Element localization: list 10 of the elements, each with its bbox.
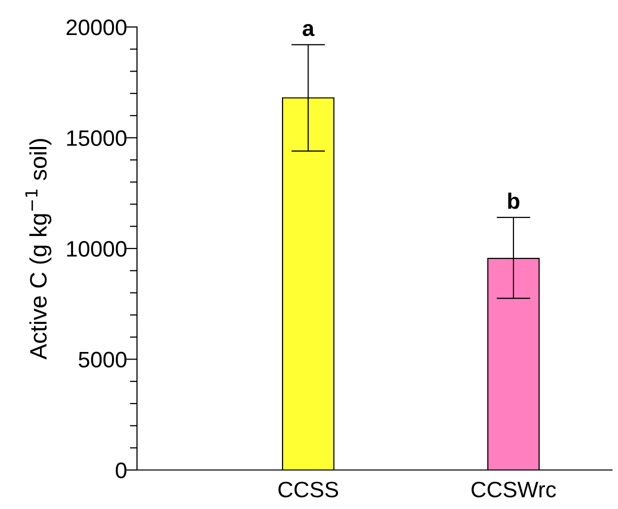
y-tick-label: 10000 xyxy=(67,241,126,257)
y-tick-label: 0 xyxy=(116,462,126,478)
annotation: a xyxy=(302,24,315,36)
x-tick-label: CCSS xyxy=(278,482,338,498)
y-tick-label: 5000 xyxy=(78,352,126,368)
y-tick-label: 15000 xyxy=(67,130,126,146)
annotation: b xyxy=(508,192,520,209)
y-tick-label: 20000 xyxy=(66,20,126,36)
x-tick-label: CCSWrc xyxy=(472,482,556,498)
y-axis-title: Active C (g kg$^{−1}$ soil) xyxy=(25,139,52,360)
